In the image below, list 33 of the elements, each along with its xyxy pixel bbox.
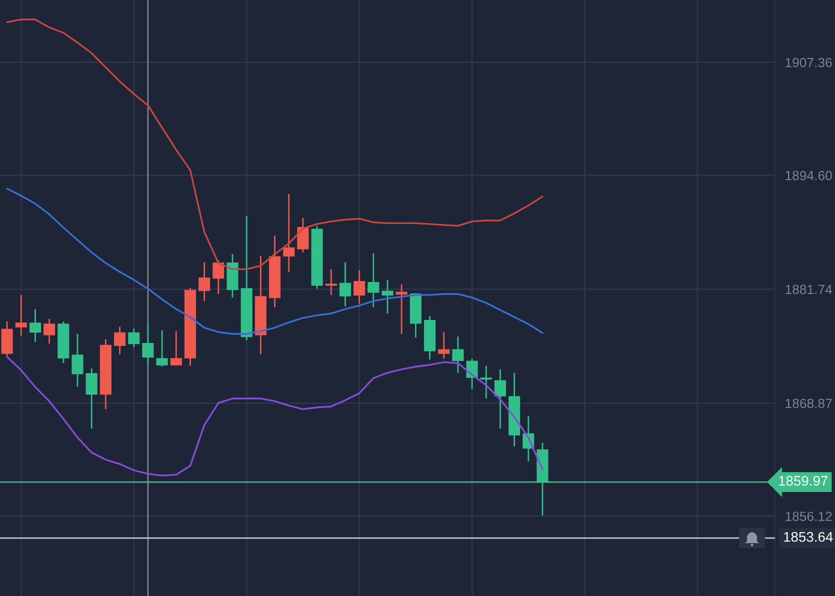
candlestick bbox=[382, 279, 394, 314]
candlestick bbox=[494, 368, 506, 430]
ref-line-label: 1859.97 bbox=[779, 476, 828, 486]
candlestick bbox=[29, 308, 41, 343]
candlestick bbox=[396, 284, 408, 335]
candlestick bbox=[142, 322, 154, 366]
candlestick bbox=[438, 331, 450, 360]
ref-line-label: 1853.64 bbox=[784, 532, 833, 542]
candlestick bbox=[128, 328, 140, 348]
candlestick bbox=[72, 333, 84, 388]
y-tick-label: 1894.60 bbox=[786, 170, 832, 180]
candlestick bbox=[480, 365, 492, 400]
candlestick bbox=[368, 252, 380, 308]
candlestick bbox=[452, 336, 464, 374]
candlestick bbox=[44, 318, 56, 344]
candlestick bbox=[198, 261, 210, 302]
candlestick bbox=[297, 217, 309, 254]
y-tick-label: 1856.12 bbox=[786, 512, 832, 522]
candlestick bbox=[114, 326, 126, 355]
candlestick bbox=[283, 193, 295, 273]
candlestick bbox=[86, 368, 98, 430]
candlestick bbox=[212, 260, 224, 295]
y-tick-label: 1881.74 bbox=[786, 284, 832, 294]
candlestick bbox=[1, 320, 13, 357]
candlestick bbox=[156, 330, 168, 368]
candlestick bbox=[354, 269, 366, 304]
candlestick bbox=[339, 261, 351, 308]
y-tick-label: 1907.36 bbox=[786, 58, 832, 68]
candlestick bbox=[325, 268, 337, 296]
line-series bbox=[6, 188, 544, 335]
candlestick bbox=[170, 330, 182, 366]
y-tick-label: 1868.87 bbox=[786, 398, 832, 408]
candlestick bbox=[15, 294, 27, 336]
